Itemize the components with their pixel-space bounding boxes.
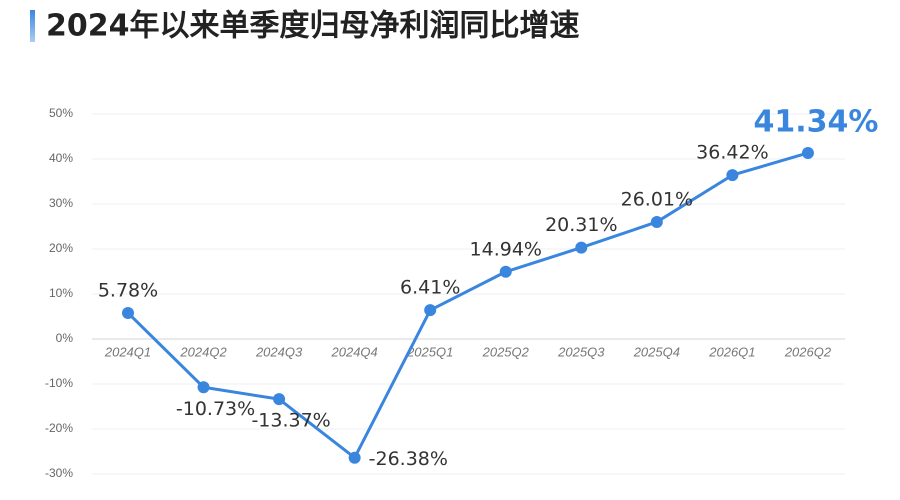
point [801, 146, 814, 159]
x-tick-label: 2024Q4 [331, 344, 378, 359]
value-label: 41.34% [753, 104, 878, 139]
point [726, 169, 739, 182]
y-tick-label: 50% [49, 106, 73, 120]
y-tick-label: 40% [49, 151, 73, 165]
chart-title: 2024年以来单季度归母净利润同比增速 [46, 9, 580, 44]
value-label: 26.01% [621, 188, 693, 210]
y-tick-label: -30% [45, 466, 73, 480]
point [348, 451, 361, 464]
value-label: 14.94% [470, 238, 542, 260]
point [575, 241, 588, 254]
x-tick-label: 2026Q2 [784, 344, 832, 359]
title-accent [30, 10, 35, 42]
value-label: 6.41% [400, 277, 460, 299]
point [197, 381, 210, 394]
point [273, 393, 286, 406]
y-tick-label: 10% [49, 286, 73, 300]
point [122, 306, 134, 319]
y-tick-label: -20% [45, 421, 73, 435]
x-tick-label: 2025Q1 [406, 344, 453, 359]
x-tick-label: 2025Q4 [633, 344, 680, 359]
y-tick-label: -10% [45, 376, 73, 390]
value-label: 20.31% [545, 214, 617, 236]
x-tick-label: 2024Q1 [104, 344, 151, 359]
point [650, 215, 663, 228]
value-label: 5.78% [98, 279, 158, 301]
y-tick-label: 20% [49, 241, 73, 255]
value-label: -13.37% [251, 410, 330, 432]
point [499, 265, 512, 278]
x-tick-label: 2024Q3 [255, 344, 303, 359]
line [126, 151, 809, 460]
value-label: -10.73% [176, 398, 255, 420]
y-tick-label: 0% [56, 331, 74, 345]
x-tick-label: 2025Q2 [482, 344, 530, 359]
point [424, 304, 437, 317]
value-label: -26.38% [369, 448, 448, 470]
x-tick-label: 2024Q2 [179, 344, 227, 359]
y-tick-label: 30% [49, 196, 73, 210]
value-label: 36.42% [696, 142, 768, 164]
x-tick-label: 2026Q1 [708, 344, 755, 359]
x-tick-label: 2025Q3 [557, 344, 605, 359]
